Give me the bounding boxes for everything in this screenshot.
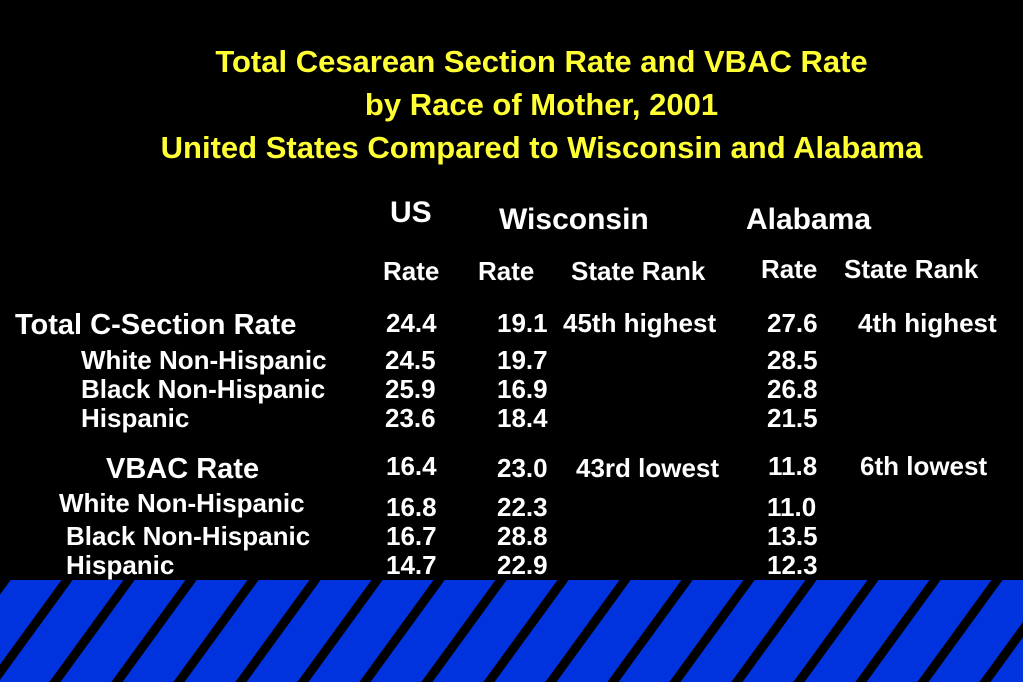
row-label: Black Non-Hispanic [66,521,311,551]
stripe-line [111,580,197,682]
stripe-line [917,580,1003,682]
header-wisconsin: Wisconsin [499,203,649,236]
title-line-1: Total Cesarean Section Rate and VBAC Rat… [215,44,868,79]
cell-al: 27.6 [767,308,818,338]
cell-us: 14.7 [386,550,437,580]
cell-us: 23.6 [385,403,436,433]
cell-wi: 16.9 [497,374,548,404]
cell-us: 16.4 [386,451,437,481]
stripe-line [297,580,383,682]
stripe-line [235,580,321,682]
cell-wi: 23.0 [497,453,548,483]
stripe-line [483,580,569,682]
cell-al: 21.5 [767,403,818,433]
slide-title: Total Cesarean Section Rate and VBAC Rat… [0,40,1023,169]
row-label: Hispanic [66,550,175,580]
stripe-line [49,580,135,682]
cell-wi-rank: 43rd lowest [576,453,720,483]
subheader-al-rank: State Rank [844,254,979,284]
stripe-pattern [0,580,1023,682]
title-line-3: United States Compared to Wisconsin and … [160,130,923,165]
cell-al: 11.0 [767,492,817,522]
row-label: White Non-Hispanic [81,345,327,375]
cell-us: 16.7 [386,521,437,551]
cell-wi: 28.8 [497,521,548,551]
cell-al-rank: 6th lowest [860,451,988,481]
subheader-wi-rate: Rate [478,256,535,286]
stripe-line [607,580,693,682]
subheader-us-rate: Rate [383,256,440,286]
stripe-line [855,580,941,682]
cell-al: 28.5 [767,345,818,375]
cell-us: 24.4 [386,308,437,338]
section-label-total-csection: Total C-Section Rate [15,309,297,341]
cell-wi: 19.7 [497,345,548,375]
subheader-al-rate: Rate [761,254,818,284]
section-label-vbac: VBAC Rate [106,453,260,485]
stripe-line [0,580,73,680]
cell-wi: 19.1 [497,308,548,338]
subheader-wi-rank: State Rank [571,256,706,286]
stripe-line [669,580,755,682]
cell-us: 24.5 [385,345,436,375]
cell-al: 11.8 [768,451,818,481]
stripe-line [979,621,1023,682]
cell-al-rank: 4th highest [858,308,997,338]
stripe-line [173,580,259,682]
header-us: US [390,196,432,229]
row-label: Hispanic [81,403,190,433]
cell-us: 25.9 [385,374,436,404]
cell-al: 26.8 [767,374,818,404]
stripe-line [545,580,631,682]
decorative-stripe-band [0,580,1023,682]
cell-wi: 18.4 [497,403,548,433]
cell-us: 16.8 [386,492,437,522]
stripe-line [421,580,507,682]
cell-wi: 22.3 [497,492,548,522]
title-line-2: by Race of Mother, 2001 [364,87,719,122]
stripe-line [793,580,879,682]
cell-al: 12.3 [767,550,818,580]
cell-wi-rank: 45th highest [563,308,717,338]
stripe-line [359,580,445,682]
row-label: Black Non-Hispanic [81,374,326,404]
cell-wi: 22.9 [497,550,548,580]
cell-al: 13.5 [767,521,818,551]
stripe-line [731,580,817,682]
row-label: White Non-Hispanic [59,488,305,518]
header-alabama: Alabama [746,203,872,236]
